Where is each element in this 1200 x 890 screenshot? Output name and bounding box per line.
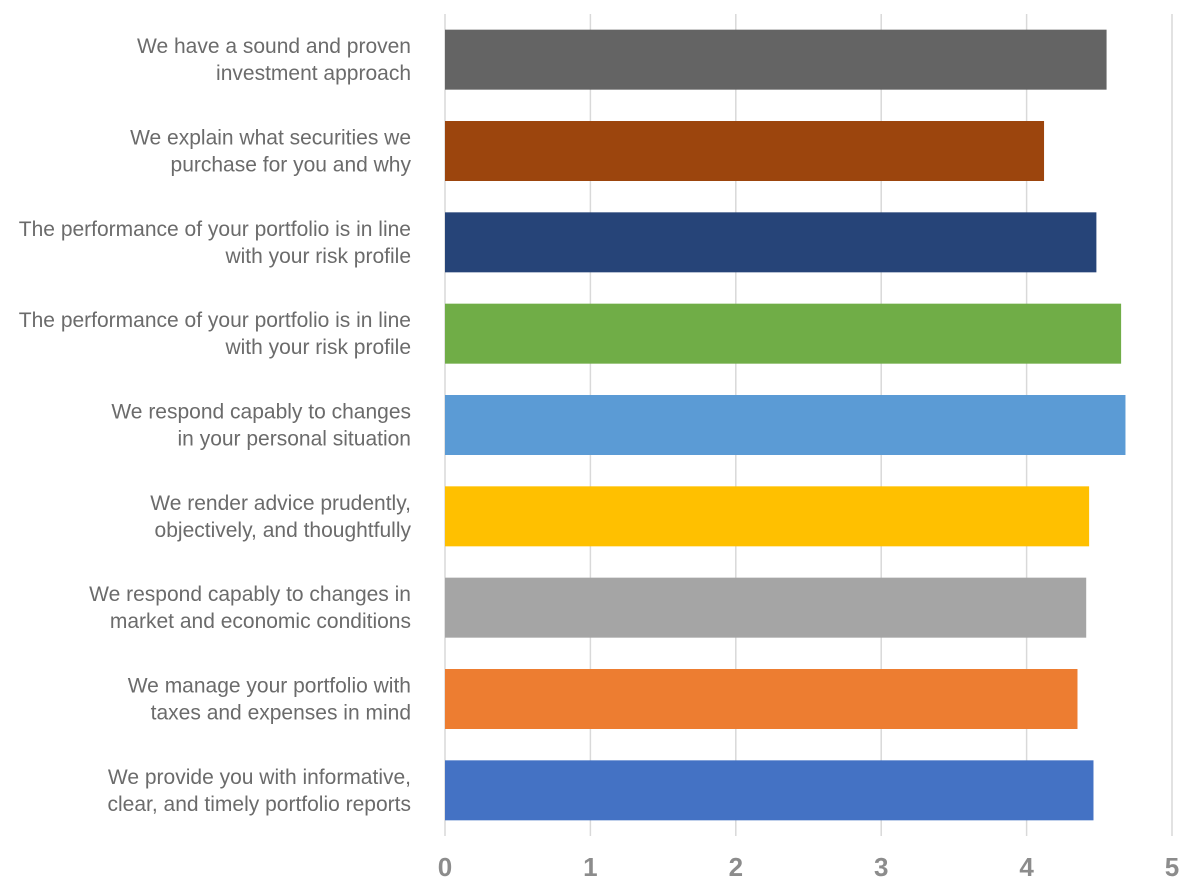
x-tick-label-1: 1 [583,852,597,882]
bar-5 [445,395,1126,455]
bar-2 [445,121,1045,181]
category-label-1: We have a sound and proven investment app… [137,35,411,85]
category-label-3: The performance of your portfolio is in … [19,218,411,268]
category-label-4: The performance of your portfolio is in … [19,309,411,359]
x-tick-label-5: 5 [1165,852,1179,882]
category-label-2: We explain what securities we purchase fo… [130,127,411,177]
x-tick-label-0: 0 [438,852,452,882]
bar-3 [445,212,1097,273]
x-axis-tick-labels: 0 1 2 3 4 5 [438,852,1179,882]
category-labels: We have a sound and proven investment app… [19,35,412,816]
x-tick-label-3: 3 [874,852,888,882]
bar-7 [445,577,1087,638]
x-tick-label-2: 2 [729,852,743,882]
bar-1 [445,29,1107,90]
bar-4 [445,303,1122,364]
bar-9 [445,760,1094,821]
category-label-6: We render advice prudently, objectively, … [150,492,411,542]
category-label-8: We manage your portfolio with taxes and e… [128,675,411,725]
bar-6 [445,486,1090,547]
category-label-7: We respond capably to changes in market a… [89,583,411,633]
category-label-9: We provide you with informative, clear, a… [108,766,411,816]
bar-8 [445,669,1078,729]
x-tick-label-4: 4 [1019,852,1034,882]
category-label-5: We respond capably to changes in your per… [111,401,411,451]
bars [445,29,1126,821]
